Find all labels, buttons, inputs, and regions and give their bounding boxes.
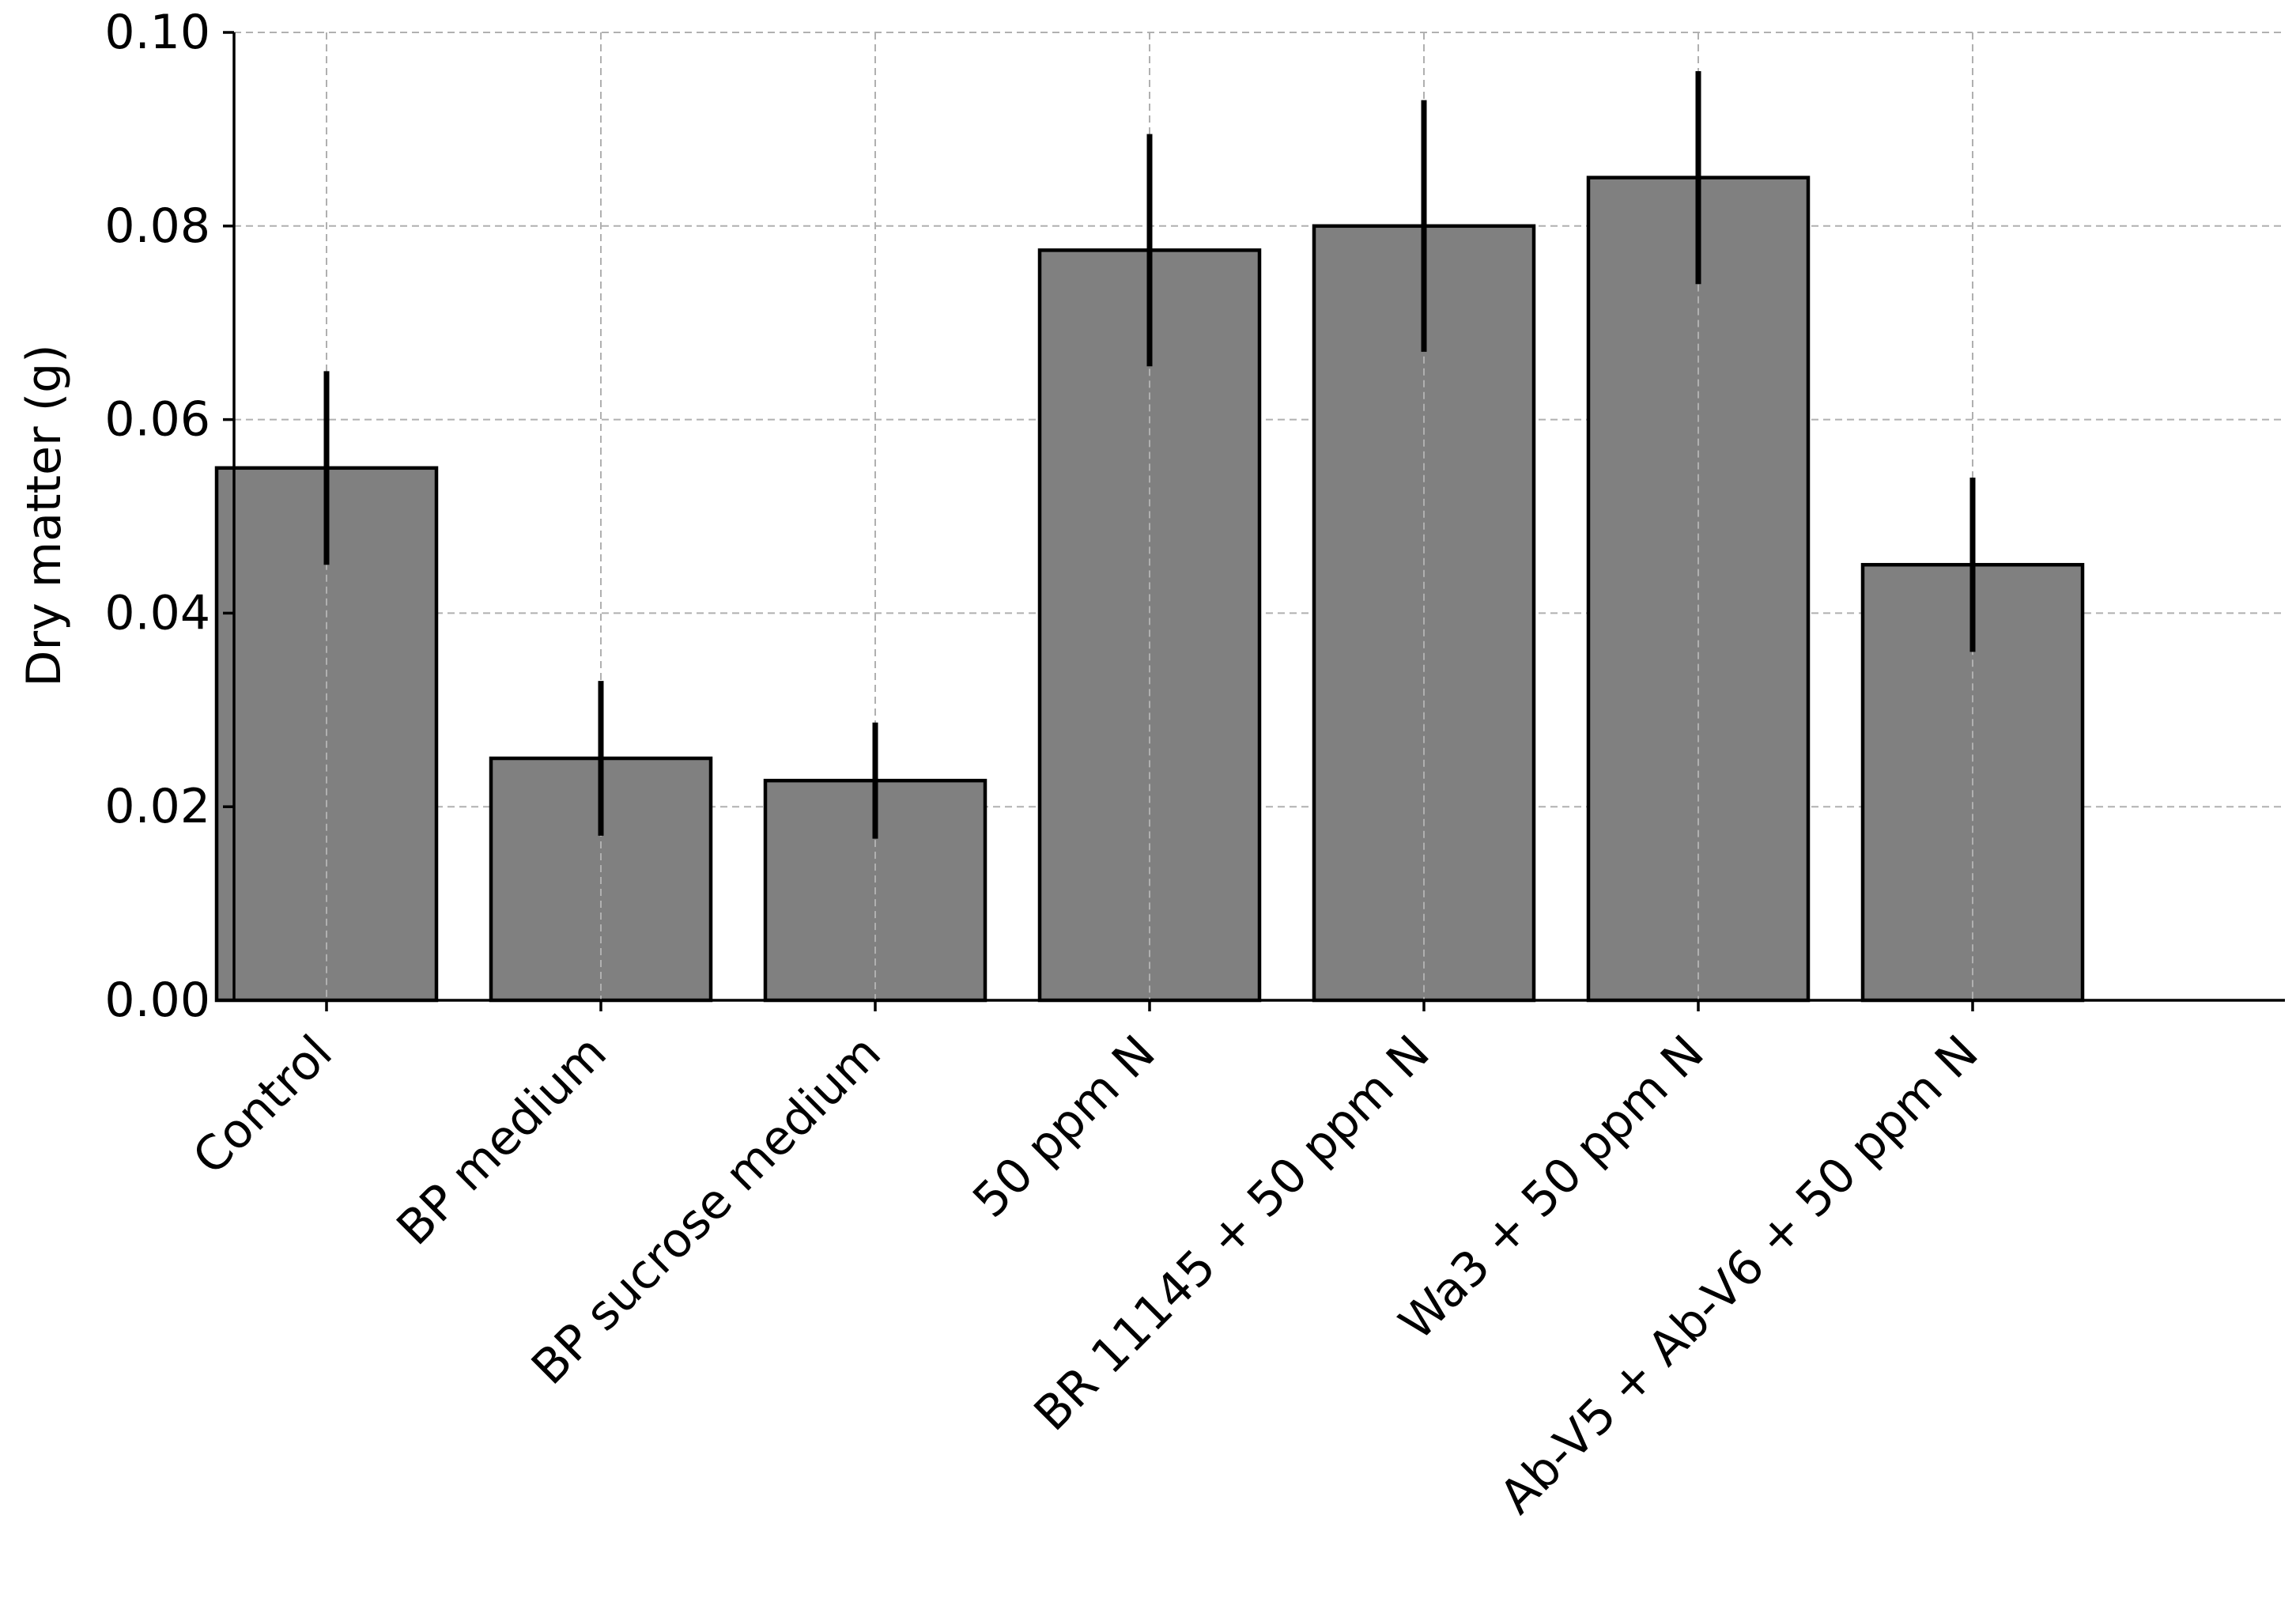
y-tick-label: 0.02	[104, 779, 210, 834]
x-tick-label: 50 ppm N	[962, 1025, 1165, 1228]
axes-layer	[223, 31, 2285, 1011]
y-tick-label: 0.08	[104, 198, 210, 254]
y-tick-label: 0.10	[104, 5, 210, 60]
y-tick-label: 0.00	[104, 973, 210, 1028]
error-bars-layer	[323, 70, 1976, 1000]
bar-4	[1037, 248, 1262, 1003]
x-tick-label: Ab-V5 + Ab-V6 + 50 ppm N	[1490, 1025, 1989, 1525]
x-tick-label: BP medium	[387, 1025, 617, 1256]
y-tick-label: 0.04	[104, 585, 210, 641]
x-tick-label: Wa3 + 50 ppm N	[1389, 1025, 1715, 1351]
x-tick-label: Control	[183, 1025, 343, 1185]
y-axis-title: Dry matter (g)	[17, 344, 72, 686]
y-tick-label: 0.06	[104, 392, 210, 448]
